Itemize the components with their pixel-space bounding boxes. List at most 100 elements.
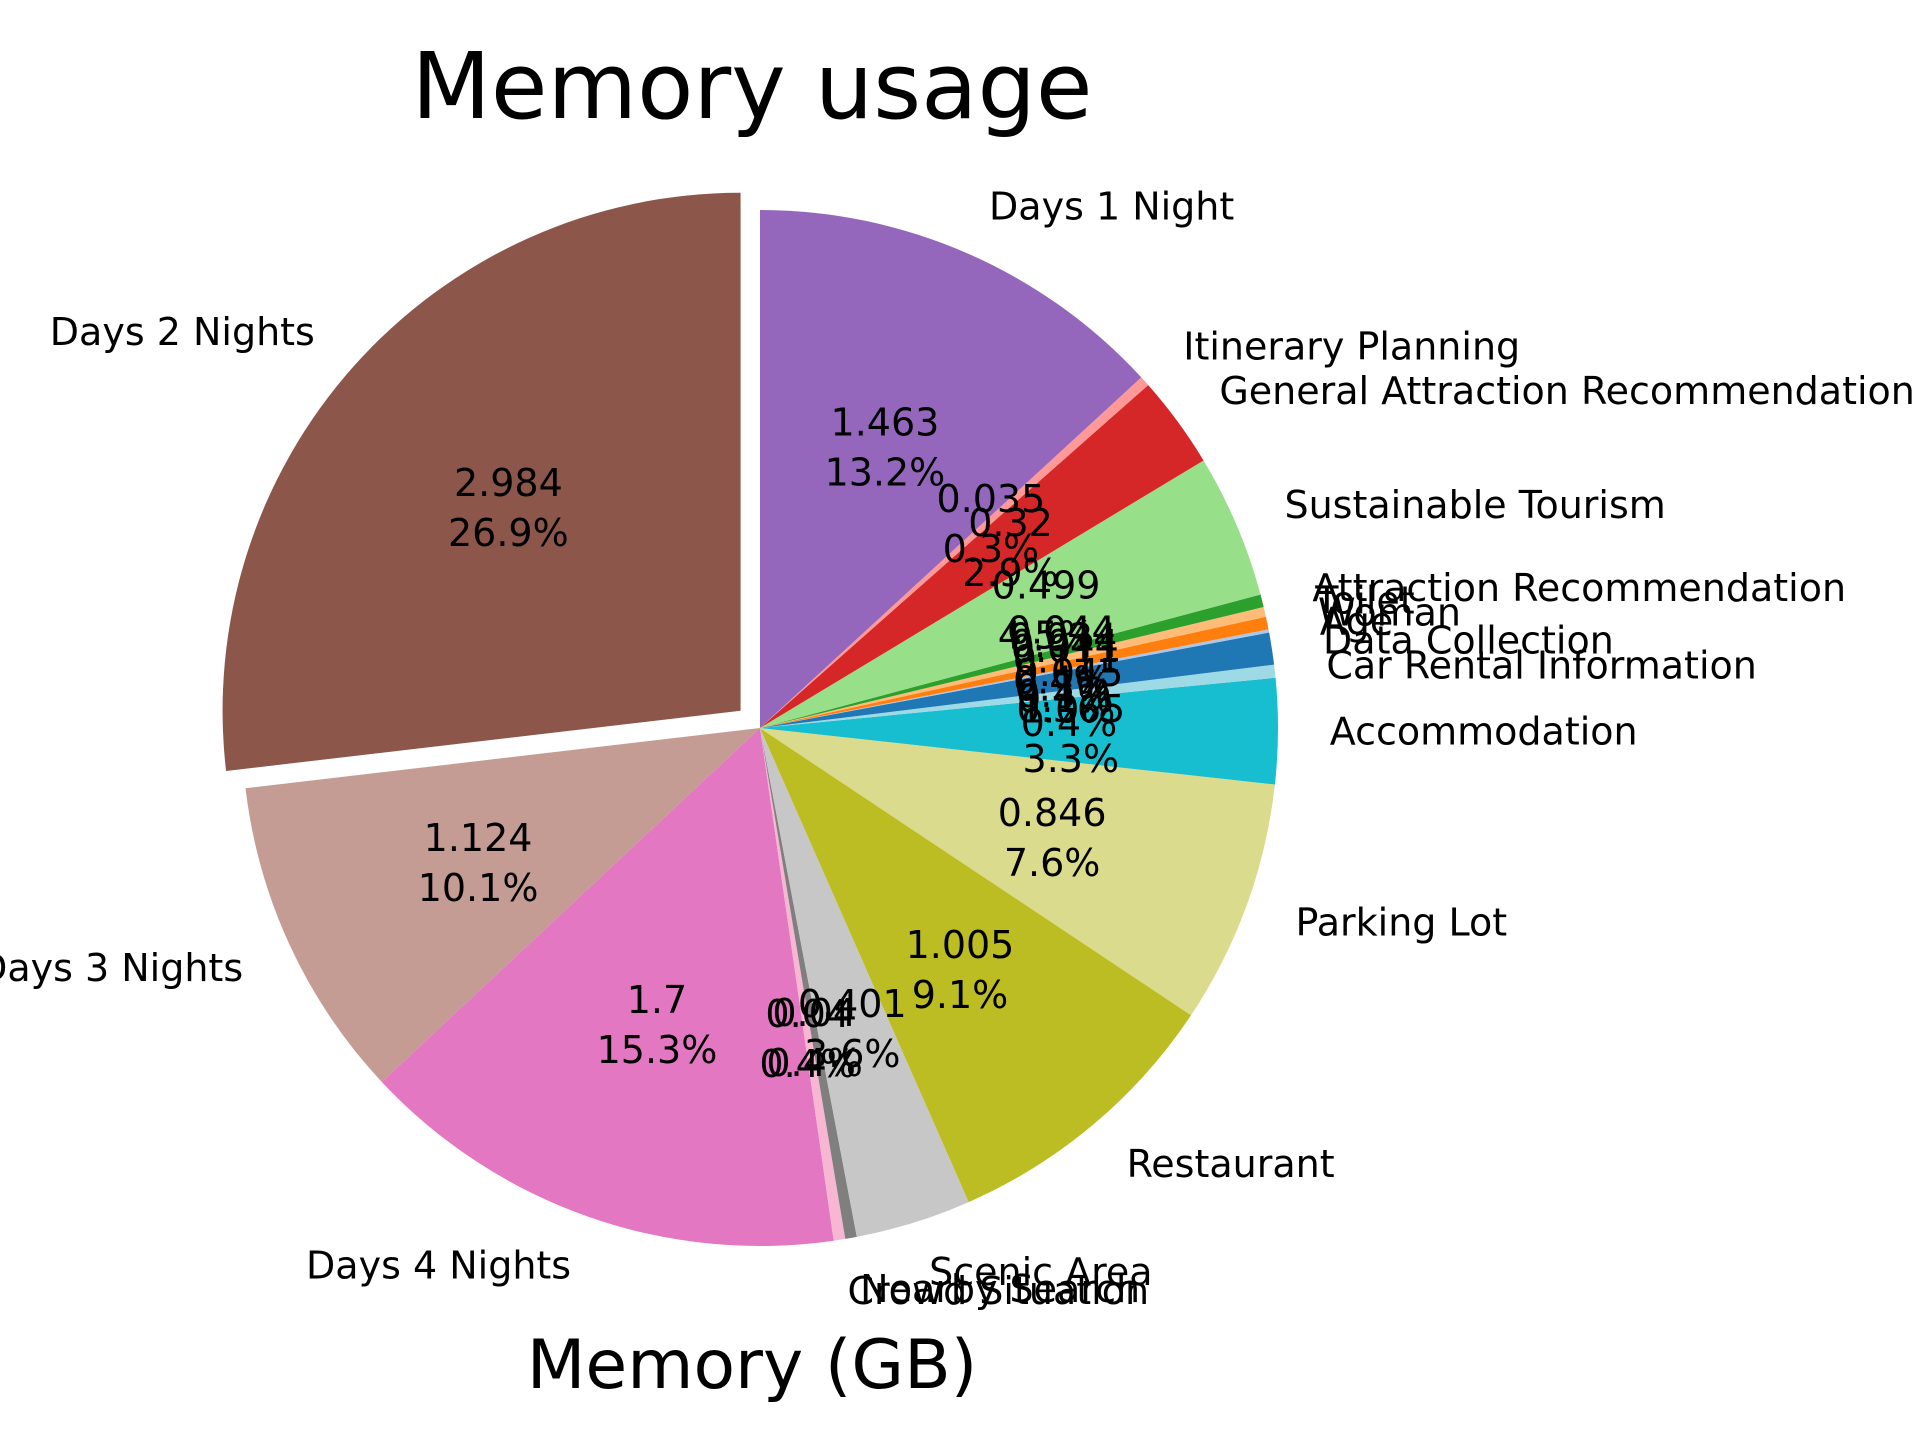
value-text: 0.044 xyxy=(1007,609,1116,653)
value-label-toilet: 0.034 0.3% xyxy=(1008,615,1117,709)
slice-scenic-area xyxy=(760,728,969,1237)
slice-label-crowd-situation: Crowd Situation xyxy=(847,1269,1149,1313)
slice-car-rental-information xyxy=(760,664,1276,728)
slice-days-3-nights xyxy=(245,728,761,1082)
percent-text: 15.3% xyxy=(597,1028,718,1072)
slice-label-parking-lot: Parking Lot xyxy=(1296,901,1508,945)
percent-text: 9.1% xyxy=(912,973,1009,1017)
slice-label-woman: Woman xyxy=(1318,591,1461,635)
slice-attraction-recommendation xyxy=(760,594,1264,728)
percent-text: 0.3% xyxy=(943,527,1040,571)
percent-text: 0.4% xyxy=(759,1042,856,1086)
percent-text: 7.6% xyxy=(1004,841,1101,885)
percent-text: 3.6% xyxy=(804,1032,901,1076)
slice-restaurant xyxy=(760,728,1192,1203)
value-text: 0.045 xyxy=(1015,651,1124,695)
value-text: 0.401 xyxy=(798,982,907,1026)
value-label-car-rental-information: 0.045 0.4% xyxy=(1015,651,1124,745)
slice-label-days-2-nights: Days 2 Nights xyxy=(50,310,315,354)
value-text: 1.463 xyxy=(831,400,940,444)
value-text: 2.984 xyxy=(454,461,563,505)
slice-label-restaurant: Restaurant xyxy=(1127,1142,1335,1186)
value-label-days-2-nights: 2.984 26.9% xyxy=(448,461,569,555)
percent-text: 3.3% xyxy=(1023,737,1120,781)
slice-label-toilet: Toilet xyxy=(1314,578,1414,622)
slice-label-data-collection: Data Collection xyxy=(1323,619,1614,663)
slice-age xyxy=(760,629,1270,728)
slice-sustainable-tourism xyxy=(760,460,1261,728)
percent-text: 0.4% xyxy=(1013,659,1110,703)
value-text: 0.32 xyxy=(968,501,1053,545)
value-label-age: 0.011 0.1% xyxy=(1011,627,1120,721)
percent-text: 0.1% xyxy=(1017,677,1114,721)
slice-labels: Days 2 Nights Days 3 Nights Days 4 Nights C… xyxy=(0,184,1915,1313)
value-text: 0.846 xyxy=(998,791,1107,835)
percent-text: 0.4% xyxy=(766,1041,863,1085)
value-label-nearby-search: 0.04 0.4% xyxy=(766,991,863,1085)
percent-text: 0.3% xyxy=(1015,665,1112,709)
x-axis-label: Memory (GB) xyxy=(527,1326,978,1405)
percent-text: 0.4% xyxy=(1021,701,1118,745)
chart-title: Memory usage xyxy=(411,33,1092,140)
percent-text: 26.9% xyxy=(448,511,569,555)
slice-label-attraction-recommendation: Attraction Recommendation xyxy=(1312,566,1846,610)
value-label-days-3-nights: 1.124 10.1% xyxy=(418,816,539,910)
value-label-scenic-area: 0.401 3.6% xyxy=(798,982,907,1076)
slice-nearby-search xyxy=(760,728,857,1239)
value-text: 0.04 xyxy=(765,992,850,1036)
percent-text: 4.5% xyxy=(998,613,1095,657)
value-text: 0.111 xyxy=(1013,637,1122,681)
value-labels: 2.984 26.9%1.124 10.1%1.7 15.3%0.04 0.4%0.04… xyxy=(418,400,1125,1086)
slice-label-scenic-area: Scenic Area xyxy=(929,1250,1152,1294)
value-text: 0.499 xyxy=(992,563,1101,607)
slice-itinerary-planning xyxy=(760,377,1149,728)
percent-text: 10.1% xyxy=(418,866,539,910)
value-label-woman: 0.044 0.4% xyxy=(1010,622,1119,716)
value-text: 0.011 xyxy=(1011,627,1120,671)
slice-label-days-3-nights: Days 3 Nights xyxy=(0,946,243,990)
pie-slices xyxy=(222,192,1278,1246)
percent-text: 0.4% xyxy=(1016,672,1113,716)
value-label-itinerary-planning: 0.035 0.3% xyxy=(936,477,1045,571)
slice-woman xyxy=(760,616,1269,728)
value-label-general-attraction-recommendation: 0.32 2.9% xyxy=(962,501,1059,595)
value-label-parking-lot: 0.846 7.6% xyxy=(998,791,1107,885)
slice-accommodation xyxy=(760,677,1278,785)
slice-data-collection xyxy=(760,632,1275,728)
value-text: 0.365 xyxy=(1016,687,1125,731)
value-text: 1.7 xyxy=(627,978,687,1022)
percent-text: 13.2% xyxy=(825,450,946,494)
slice-parking-lot xyxy=(760,728,1275,1016)
value-text: 0.04 xyxy=(772,991,857,1035)
slice-label-itinerary-planning: Itinerary Planning xyxy=(1183,324,1520,368)
slice-label-age: Age xyxy=(1320,599,1394,643)
percent-text: 1.0% xyxy=(1019,687,1116,731)
percent-text: 2.9% xyxy=(962,551,1059,595)
slice-days-1-night xyxy=(760,210,1142,728)
slice-general-attraction-recommendation xyxy=(760,385,1204,728)
value-text: 0.044 xyxy=(1010,622,1119,666)
slice-label-general-attraction-recommendation: General Attraction Recommendation xyxy=(1219,369,1915,413)
slice-label-sustainable-tourism: Sustainable Tourism xyxy=(1284,483,1665,527)
slice-toilet xyxy=(760,607,1266,728)
value-text: 1.124 xyxy=(424,816,533,860)
slice-label-days-1-night: Days 1 Night xyxy=(989,184,1234,228)
slice-days-2-nights xyxy=(222,192,741,771)
value-label-sustainable-tourism: 0.499 4.5% xyxy=(992,563,1101,657)
slice-label-accommodation: Accommodation xyxy=(1330,709,1638,753)
value-label-days-1-night: 1.463 13.2% xyxy=(825,400,946,494)
value-text: 0.034 xyxy=(1008,615,1117,659)
value-text: 0.035 xyxy=(936,477,1045,521)
value-label-days-4-nights: 1.7 15.3% xyxy=(597,978,718,1072)
value-label-restaurant: 1.005 9.1% xyxy=(906,923,1015,1017)
slice-label-days-4-nights: Days 4 Nights xyxy=(306,1244,571,1288)
value-label-data-collection: 0.111 1.0% xyxy=(1013,637,1122,731)
value-label-crowd-situation: 0.04 0.4% xyxy=(759,992,856,1086)
slice-crowd-situation xyxy=(760,728,846,1241)
value-text: 1.005 xyxy=(906,923,1015,967)
slice-label-car-rental-information: Car Rental Information xyxy=(1326,644,1756,688)
value-label-accommodation: 0.365 3.3% xyxy=(1016,687,1125,781)
value-label-attraction-recommendation: 0.044 0.4% xyxy=(1007,609,1116,703)
slice-label-nearby-search: Nearby Search xyxy=(860,1267,1140,1311)
